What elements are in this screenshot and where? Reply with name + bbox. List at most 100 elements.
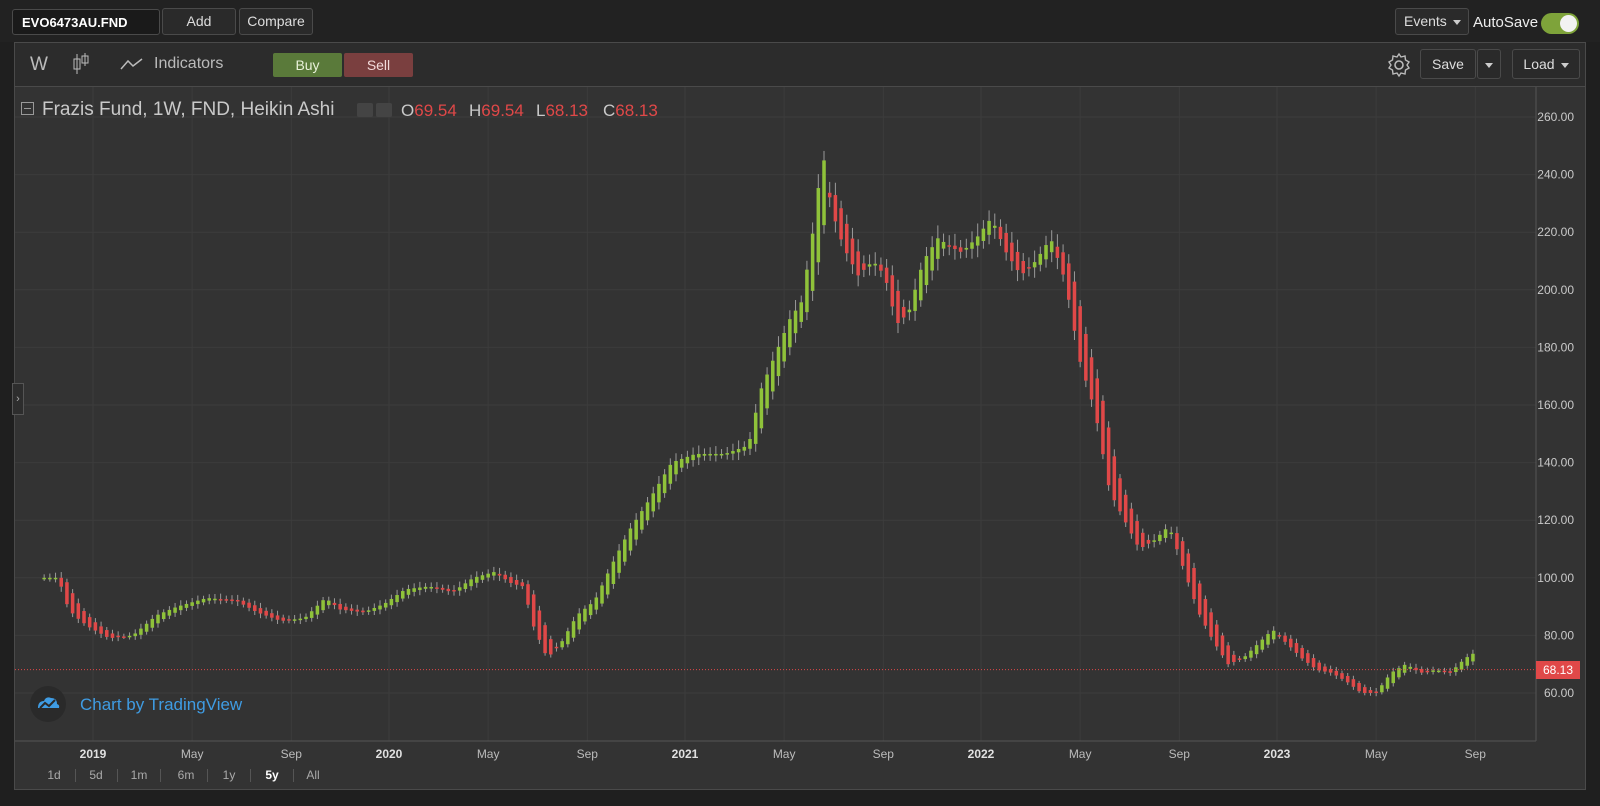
- range-button-1d[interactable]: 1d: [47, 768, 61, 782]
- price-axis-label: 260.00: [1537, 110, 1574, 124]
- interval-button[interactable]: W: [30, 54, 48, 75]
- candle-body: [941, 241, 946, 249]
- candle-body: [725, 453, 730, 455]
- range-button-5d[interactable]: 5d: [89, 768, 103, 782]
- candle-body: [99, 626, 103, 634]
- candle-body: [731, 451, 735, 454]
- candle-body: [1425, 670, 1430, 673]
- candle-body: [509, 576, 513, 583]
- chart-pane[interactable]: [15, 87, 1536, 741]
- candle-body: [998, 226, 1003, 240]
- events-dropdown[interactable]: Events: [1395, 8, 1469, 35]
- range-separator: [75, 769, 76, 782]
- load-label: Load: [1523, 56, 1555, 72]
- candle-body: [230, 599, 234, 602]
- gear-icon[interactable]: [1386, 52, 1412, 78]
- tradingview-watermark[interactable]: Chart by TradingView: [30, 686, 270, 722]
- candle-body: [1437, 670, 1441, 673]
- save-menu-button[interactable]: [1477, 49, 1501, 79]
- settings-small-icon[interactable]: [376, 103, 392, 117]
- candle-body: [361, 610, 365, 613]
- indicators-icon[interactable]: [120, 56, 144, 72]
- candle-body: [406, 588, 411, 595]
- series-title: Frazis Fund, 1W, FND, Heikin Ashi: [42, 99, 335, 120]
- candle-body: [1340, 673, 1344, 679]
- candle-body: [1021, 261, 1026, 274]
- drawing-panel-toggle[interactable]: ›: [12, 383, 24, 415]
- candle-body: [133, 633, 138, 637]
- candle-body: [275, 615, 280, 620]
- candle-body: [1448, 671, 1452, 673]
- candle-body: [497, 573, 502, 576]
- candle-body: [714, 453, 718, 456]
- sell-button[interactable]: Sell: [344, 53, 413, 77]
- load-button[interactable]: Load: [1512, 49, 1580, 79]
- candle-body: [526, 584, 530, 605]
- candle-body: [668, 464, 673, 484]
- collapse-legend-icon[interactable]: [20, 101, 36, 117]
- candle-body: [901, 306, 906, 318]
- candle-body: [1328, 669, 1333, 673]
- tradingview-logo-icon: [30, 686, 66, 722]
- time-axis-label: Sep: [577, 747, 599, 761]
- range-button-1m[interactable]: 1m: [130, 768, 148, 782]
- candle-body: [184, 603, 189, 608]
- time-axis-label: May: [1365, 747, 1388, 761]
- candle-body: [571, 621, 576, 638]
- candlestick-icon[interactable]: [71, 52, 91, 76]
- range-button-1y[interactable]: 1y: [222, 768, 236, 782]
- range-button-5y[interactable]: 5y: [265, 768, 279, 782]
- candle-body: [839, 208, 843, 240]
- candle-body: [1271, 630, 1276, 640]
- candle-body: [76, 603, 81, 619]
- candle-body: [919, 269, 923, 301]
- autosave-toggle[interactable]: [1541, 13, 1579, 34]
- candle-body: [958, 247, 963, 252]
- range-button-all[interactable]: All: [306, 768, 320, 782]
- low-label: L: [536, 101, 546, 120]
- candle-body: [1101, 400, 1105, 455]
- candle-body: [896, 290, 900, 324]
- close-value: 68.13: [615, 101, 658, 120]
- candle-body: [338, 603, 342, 610]
- indicators-button[interactable]: Indicators: [154, 55, 224, 72]
- candle-body: [810, 233, 815, 291]
- candle-body: [127, 635, 132, 638]
- candle-body: [480, 575, 485, 580]
- candle-body: [463, 583, 468, 589]
- price-axis-label: 220.00: [1537, 225, 1574, 239]
- candle-body: [1323, 666, 1327, 672]
- candle-body: [344, 606, 348, 611]
- candle-body: [1283, 635, 1287, 642]
- candle-body: [315, 605, 320, 615]
- candle-body: [1175, 533, 1179, 550]
- candle-body: [281, 617, 286, 621]
- time-axis-label: Sep: [1169, 747, 1191, 761]
- candle-body: [617, 550, 621, 573]
- candle-body: [190, 602, 194, 606]
- add-button[interactable]: Add: [162, 8, 236, 35]
- candle-body: [1266, 634, 1270, 645]
- candle-body: [1095, 378, 1100, 424]
- candle-body: [150, 618, 155, 628]
- symbol-input[interactable]: EVO6473AU.FND: [12, 9, 160, 35]
- candle-body: [327, 600, 331, 606]
- candle-body: [1391, 671, 1396, 684]
- candle-body: [1402, 664, 1407, 673]
- time-axis-label: May: [1069, 747, 1092, 761]
- candle-body: [179, 605, 183, 611]
- candle-body: [1152, 540, 1156, 542]
- candle-body: [930, 247, 934, 271]
- candle-body: [264, 610, 268, 616]
- eye-icon[interactable]: [357, 103, 373, 117]
- candle-body: [856, 251, 860, 276]
- range-button-6m[interactable]: 6m: [177, 768, 195, 782]
- candle-body: [1419, 669, 1424, 673]
- candle-body: [423, 586, 428, 589]
- compare-button[interactable]: Compare: [239, 8, 313, 35]
- candle-body: [1289, 638, 1293, 648]
- save-button[interactable]: Save: [1420, 49, 1476, 79]
- buy-button[interactable]: Buy: [273, 53, 342, 77]
- candle-body: [1123, 494, 1128, 523]
